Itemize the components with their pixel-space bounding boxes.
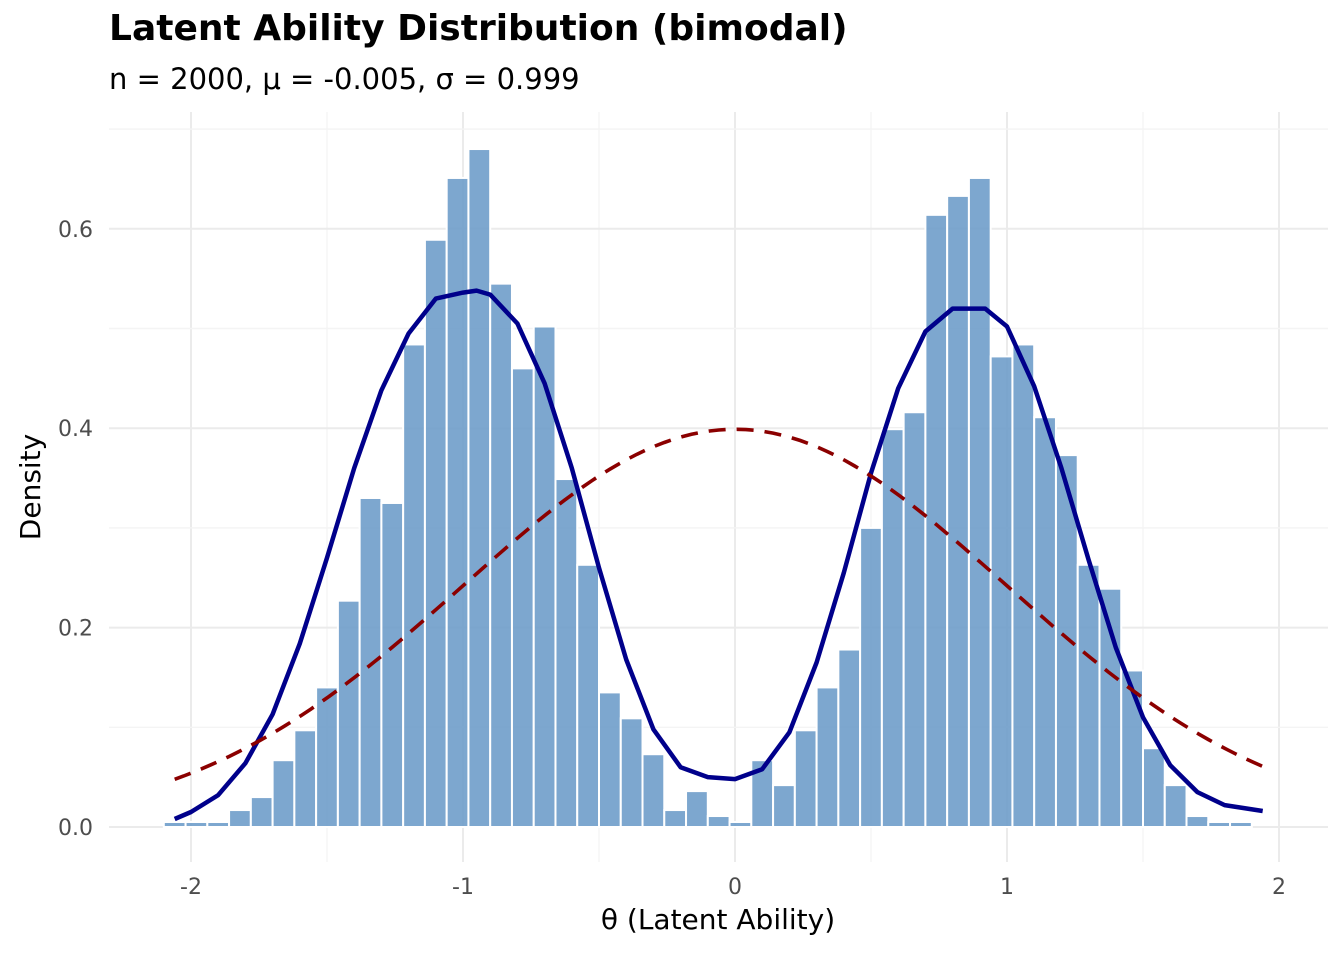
histogram-bars	[162, 148, 1253, 829]
histogram-bar	[445, 176, 470, 828]
x-tick-label: 2	[1272, 875, 1286, 900]
histogram-bar	[598, 691, 622, 829]
histogram-bar	[554, 478, 579, 828]
histogram-bar	[902, 411, 927, 828]
x-tick-label: 1	[1000, 875, 1014, 900]
histogram-bar	[989, 355, 1014, 828]
histogram-bar	[1163, 784, 1188, 828]
histogram-bar	[1076, 563, 1101, 828]
y-axis-title: Density	[14, 434, 47, 540]
histogram-bar	[793, 729, 818, 829]
histogram-bar	[1011, 343, 1036, 828]
histogram-bar	[946, 194, 970, 829]
histogram-bar	[206, 821, 231, 829]
histogram-bar	[967, 176, 992, 828]
histogram-bar	[924, 213, 949, 829]
y-tick-label: 0.0	[58, 816, 93, 841]
histogram-bar	[271, 759, 296, 828]
histogram-bar	[380, 501, 405, 828]
histogram-bar	[1185, 815, 1210, 829]
x-tick-label: -2	[180, 875, 202, 900]
histogram-bar	[859, 526, 883, 829]
histogram-bar	[402, 343, 426, 828]
histogram-bar	[315, 686, 339, 828]
histogram-bar	[1229, 821, 1253, 829]
histogram-bar	[663, 809, 688, 829]
histogram-bar	[576, 563, 600, 828]
histogram-bar	[184, 821, 209, 829]
density-curves	[173, 288, 1264, 822]
histogram-bar	[489, 282, 513, 828]
histogram-bar	[685, 790, 709, 828]
y-tick-label: 0.6	[58, 218, 93, 243]
histogram-bar	[837, 648, 862, 828]
chart-title: Latent Ability Distribution (bimodal)	[109, 8, 848, 49]
chart-subtitle: n = 2000, μ = -0.005, σ = 0.999	[109, 62, 580, 96]
histogram-bar	[162, 821, 187, 829]
tick-labels: -2 -1 0 1 2 0.0 0.2 0.4 0.6	[58, 218, 1286, 900]
kernel-density-curve	[173, 288, 1264, 822]
histogram-bar	[1207, 821, 1232, 829]
histogram-bar	[772, 784, 796, 828]
histogram-bar	[815, 686, 840, 828]
histogram-bar	[358, 496, 383, 828]
histogram-bar	[1142, 747, 1166, 828]
histogram-bar	[228, 809, 252, 829]
histogram-bar	[423, 238, 448, 828]
histogram-bar	[728, 821, 753, 829]
histogram-bar	[641, 753, 666, 828]
x-tick-label: -1	[452, 875, 474, 900]
histogram-bar	[293, 729, 318, 829]
histogram-bar	[249, 796, 274, 829]
normal-reference-curve	[174, 427, 1264, 781]
histogram-bar	[1033, 416, 1057, 828]
histogram-bar	[619, 717, 644, 829]
x-tick-label: 0	[728, 875, 742, 900]
histogram-bar	[510, 367, 535, 828]
histogram-bar	[336, 599, 361, 829]
histogram-bar	[706, 815, 731, 829]
x-axis-title: θ (Latent Ability)	[601, 903, 835, 936]
y-tick-label: 0.2	[58, 617, 93, 642]
y-tick-label: 0.4	[58, 417, 93, 442]
histogram-bar	[467, 148, 492, 829]
